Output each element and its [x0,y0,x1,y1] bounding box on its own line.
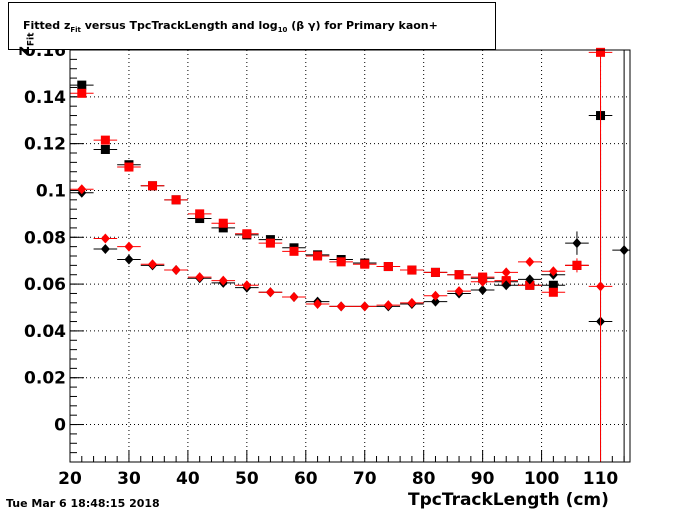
chart-title: Fitted zFit versus TpcTrackLength and lo… [23,19,438,35]
y-tick-label: 0.12 [24,135,66,155]
data-point-diamond [501,267,511,278]
y-tick-label: 0 [54,416,66,436]
data-point-diamond [548,266,558,277]
x-tick-label: 20 [58,469,82,489]
data-point-diamond [454,286,464,297]
data-point-square [77,80,87,90]
data-point-diamond [430,290,440,301]
data-point-square [336,257,346,267]
data-point-square [548,280,558,290]
data-point-square [454,270,464,280]
data-point-diamond [430,296,440,307]
x-tick-label: 60 [294,469,318,489]
y-tick-label: 0.1 [36,181,66,201]
x-tick-label: 100 [524,469,560,489]
data-point-diamond [383,300,393,311]
data-point-square [148,181,158,191]
data-point-square [313,251,323,261]
data-point-diamond [478,284,488,295]
y-tick-label: 0.02 [24,369,66,389]
data-point-diamond [478,276,488,287]
data-point-diamond [313,298,323,309]
data-point-diamond [218,275,228,286]
data-point-diamond [619,245,629,256]
data-point-square [596,47,606,57]
data-point-square [360,259,370,269]
y-tick-label: 0.04 [24,322,66,342]
data-point-diamond [572,238,582,249]
grid-lines [69,49,630,462]
data-point-square [383,262,393,272]
y-tick-label: 0.08 [24,228,66,248]
data-point-square [430,267,440,277]
y-tick-label: 0.14 [24,88,66,108]
data-point-diamond [100,243,110,254]
x-tick-label: 40 [176,469,200,489]
data-point-square [218,218,228,228]
data-point-square [100,144,110,154]
data-point-square [195,214,205,224]
data-point-diamond [525,256,535,267]
data-point-square [289,246,299,256]
data-point-diamond [501,280,511,291]
data-point-square [218,223,228,233]
data-point-square [171,195,181,205]
series-3 [70,99,613,462]
x-tick-label: 70 [353,469,377,489]
y-tick-label: 0.06 [24,275,66,295]
timestamp: Tue Mar 6 18:48:15 2018 [6,497,160,510]
data-point-diamond [596,281,606,292]
data-point-diamond [407,297,417,308]
title-box: Fitted zFit versus TpcTrackLength and lo… [8,2,496,50]
data-point-square [242,229,252,239]
data-point-square [548,287,558,297]
data-point-diamond [525,274,535,285]
x-tick-label: 30 [117,469,141,489]
plot-frame [69,49,631,463]
x-axis-label: TpcTrackLength (cm) [408,490,609,510]
data-point-square [124,162,134,172]
data-point-diamond [100,233,110,244]
data-point-diamond [124,254,134,265]
data-point-diamond [572,260,582,271]
data-point-diamond [148,259,158,270]
data-point-diamond [336,301,346,312]
x-tick-label: 110 [583,469,619,489]
x-tick-label: 50 [235,469,259,489]
x-tick-label: 80 [412,469,436,489]
data-point-square [100,135,110,145]
data-point-square [195,209,205,219]
data-point-square [525,280,535,290]
data-point-square [407,265,417,275]
data-point-diamond [171,265,181,276]
data-point-diamond [289,291,299,302]
data-point-square [265,238,275,248]
data-point-diamond [265,287,275,298]
x-tick-label: 90 [471,469,495,489]
y-axis-ticks: 00.020.040.060.080.10.120.140.16 [24,41,84,463]
data-point-diamond [77,184,87,195]
data-point-diamond [195,272,205,283]
data-point-diamond [124,241,134,252]
x-axis-ticks: 20 30 40 50 60 70 80 90 100 110 [58,450,625,489]
data-point-diamond [360,301,370,312]
y-axis-label: zFit [14,32,37,56]
data-point-diamond [242,280,252,291]
data-series [70,47,630,462]
series-2 [70,50,630,462]
data-point-square [77,88,87,98]
